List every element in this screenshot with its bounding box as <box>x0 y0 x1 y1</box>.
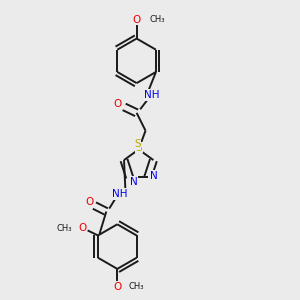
Text: N: N <box>130 177 138 187</box>
Text: S: S <box>135 142 142 153</box>
Text: O: O <box>85 197 93 207</box>
Text: CH₃: CH₃ <box>129 282 144 291</box>
Text: S: S <box>134 139 140 149</box>
Text: CH₃: CH₃ <box>56 224 72 232</box>
Text: NH: NH <box>144 90 159 100</box>
Text: N: N <box>151 171 158 181</box>
Text: O: O <box>113 99 122 109</box>
Text: O: O <box>78 223 87 233</box>
Text: CH₃: CH₃ <box>149 15 165 24</box>
Text: NH: NH <box>112 189 127 199</box>
Text: O: O <box>133 15 141 25</box>
Text: O: O <box>113 282 122 292</box>
